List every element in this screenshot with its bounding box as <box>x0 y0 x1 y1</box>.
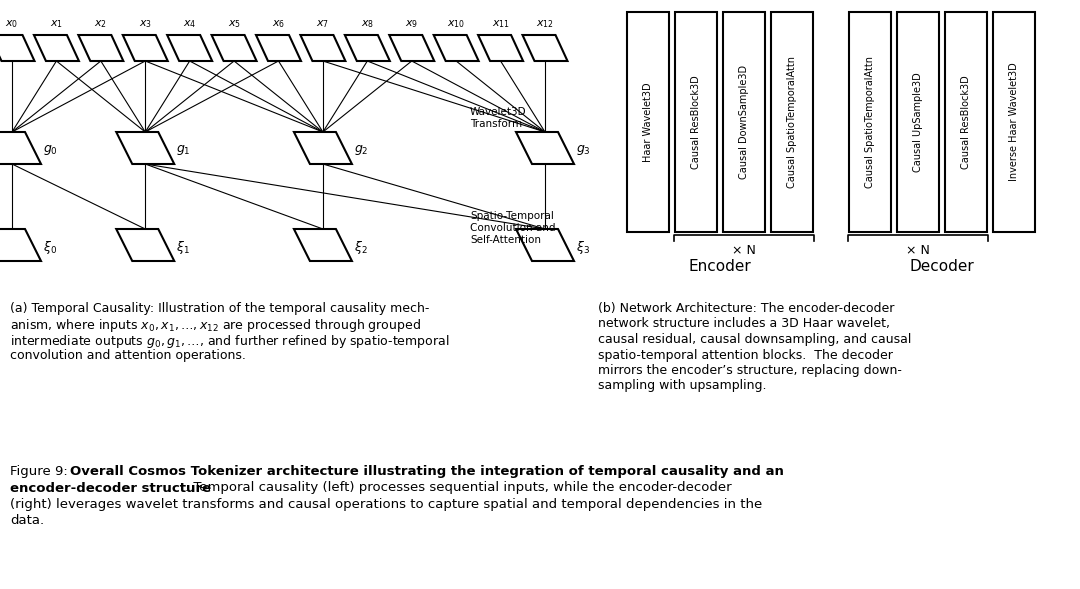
Polygon shape <box>167 35 212 61</box>
Polygon shape <box>117 132 174 164</box>
Text: causal residual, causal downsampling, and causal: causal residual, causal downsampling, an… <box>598 333 912 346</box>
Polygon shape <box>0 35 35 61</box>
Text: $g_0$: $g_0$ <box>43 143 58 157</box>
Text: network structure includes a 3D Haar wavelet,: network structure includes a 3D Haar wav… <box>598 317 890 330</box>
Text: Causal UpSample3D: Causal UpSample3D <box>913 72 923 172</box>
Polygon shape <box>212 35 257 61</box>
Text: encoder-decoder structure: encoder-decoder structure <box>10 481 211 495</box>
Text: Inverse Haar Wavelet3D: Inverse Haar Wavelet3D <box>1009 62 1020 181</box>
Text: $g_2$: $g_2$ <box>354 143 368 157</box>
Text: Overall Cosmos Tokenizer architecture illustrating the integration of temporal c: Overall Cosmos Tokenizer architecture il… <box>70 465 784 478</box>
Text: mirrors the encoder’s structure, replacing down-: mirrors the encoder’s structure, replaci… <box>598 364 902 377</box>
Text: sampling with upsampling.: sampling with upsampling. <box>598 379 767 392</box>
Polygon shape <box>0 132 41 164</box>
Text: $x_1$: $x_1$ <box>50 18 63 30</box>
Text: $x_3$: $x_3$ <box>138 18 152 30</box>
Text: $g_3$: $g_3$ <box>576 143 591 157</box>
Text: $\xi_1$: $\xi_1$ <box>176 239 190 256</box>
Polygon shape <box>294 132 352 164</box>
Text: Decoder: Decoder <box>909 259 974 274</box>
Bar <box>675 12 717 232</box>
Text: Wavelet3D
Transform: Wavelet3D Transform <box>470 107 527 129</box>
Bar <box>945 12 987 232</box>
Text: × N: × N <box>906 244 930 257</box>
Text: Causal SpatioTemporalAttn: Causal SpatioTemporalAttn <box>865 56 875 188</box>
Text: Causal SpatioTemporalAttn: Causal SpatioTemporalAttn <box>787 56 797 188</box>
Text: $x_0$: $x_0$ <box>5 18 18 30</box>
Text: $x_4$: $x_4$ <box>183 18 197 30</box>
Polygon shape <box>33 35 79 61</box>
Text: $x_8$: $x_8$ <box>361 18 374 30</box>
Polygon shape <box>516 132 573 164</box>
Text: $x_6$: $x_6$ <box>272 18 285 30</box>
Bar <box>993 12 1035 232</box>
Text: Encoder: Encoder <box>689 259 752 274</box>
Text: $x_9$: $x_9$ <box>405 18 418 30</box>
Polygon shape <box>294 229 352 261</box>
Text: Haar Wavelet3D: Haar Wavelet3D <box>643 82 653 162</box>
Text: convolution and attention operations.: convolution and attention operations. <box>10 349 246 362</box>
Polygon shape <box>389 35 434 61</box>
Bar <box>771 12 813 232</box>
Polygon shape <box>345 35 390 61</box>
Text: Spatio-Temporal
Convolution and
Self-Attention: Spatio-Temporal Convolution and Self-Att… <box>470 211 555 244</box>
Text: $g_1$: $g_1$ <box>176 143 191 157</box>
Text: $\xi_2$: $\xi_2$ <box>354 239 367 256</box>
Text: (a) Temporal Causality: Illustration of the temporal causality mech-: (a) Temporal Causality: Illustration of … <box>10 302 430 315</box>
Text: . Temporal causality (left) processes sequential inputs, while the encoder-decod: . Temporal causality (left) processes se… <box>185 481 731 495</box>
Text: spatio-temporal attention blocks.  The decoder: spatio-temporal attention blocks. The de… <box>598 349 893 362</box>
Text: (b) Network Architecture: The encoder-decoder: (b) Network Architecture: The encoder-de… <box>598 302 894 315</box>
Polygon shape <box>300 35 346 61</box>
Polygon shape <box>523 35 567 61</box>
Text: Figure 9:: Figure 9: <box>10 465 72 478</box>
Bar <box>627 12 669 232</box>
Text: $x_2$: $x_2$ <box>94 18 107 30</box>
Text: intermediate outputs $g_0, g_1, \ldots$, and further refined by spatio-temporal: intermediate outputs $g_0, g_1, \ldots$,… <box>10 333 449 350</box>
Text: $x_{11}$: $x_{11}$ <box>491 18 510 30</box>
Text: $x_{12}$: $x_{12}$ <box>536 18 554 30</box>
Bar <box>897 12 939 232</box>
Polygon shape <box>478 35 523 61</box>
Text: anism, where inputs $x_0, x_1, \ldots, x_{12}$ are processed through grouped: anism, where inputs $x_0, x_1, \ldots, x… <box>10 317 421 335</box>
Text: data.: data. <box>10 515 44 528</box>
Text: $\xi_0$: $\xi_0$ <box>43 239 57 256</box>
Text: × N: × N <box>732 244 756 257</box>
Text: Causal ResBlock3D: Causal ResBlock3D <box>961 75 971 169</box>
Polygon shape <box>123 35 167 61</box>
Polygon shape <box>0 229 41 261</box>
Text: Causal ResBlock3D: Causal ResBlock3D <box>691 75 701 169</box>
Polygon shape <box>434 35 478 61</box>
Bar <box>849 12 891 232</box>
Polygon shape <box>256 35 301 61</box>
Polygon shape <box>516 229 573 261</box>
Bar <box>723 12 765 232</box>
Text: $\xi_3$: $\xi_3$ <box>576 239 590 256</box>
Polygon shape <box>79 35 123 61</box>
Text: (right) leverages wavelet transforms and causal operations to capture spatial an: (right) leverages wavelet transforms and… <box>10 498 762 511</box>
Text: $x_7$: $x_7$ <box>316 18 329 30</box>
Polygon shape <box>117 229 174 261</box>
Text: $x_{10}$: $x_{10}$ <box>447 18 465 30</box>
Text: $x_5$: $x_5$ <box>228 18 241 30</box>
Text: Causal DownSample3D: Causal DownSample3D <box>739 65 750 179</box>
